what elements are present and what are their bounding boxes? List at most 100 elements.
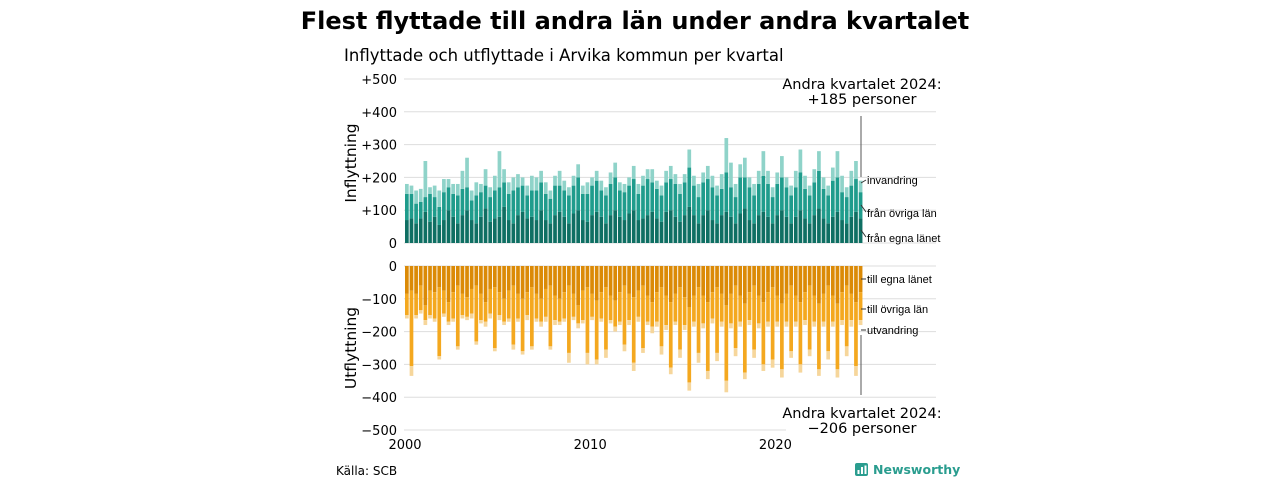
bar-outflow-utvandring [812, 321, 817, 327]
series-label-till-ovriga-lan: till övriga län [867, 304, 928, 316]
y-tick-label: +500 [361, 73, 397, 88]
bar-inflow-ovriga-lan [474, 195, 479, 224]
bar-inflow-egna-lanet [650, 211, 655, 243]
bar-inflow-invandring [715, 185, 719, 196]
bar-inflow-egna-lanet [692, 215, 696, 243]
bar-outflow-utvandring [701, 323, 706, 329]
bar-outflow-ovriga-lan [534, 293, 539, 319]
series-label-utvandring: utvandring [867, 325, 918, 337]
bar-inflow-ovriga-lan [497, 187, 502, 217]
bar-inflow-ovriga-lan [756, 183, 761, 216]
bar-outflow-egna-lanet [650, 266, 655, 303]
bar-inflow-egna-lanet [594, 211, 599, 243]
bar-outflow-utvandring [530, 346, 534, 350]
bar-inflow-egna-lanet [835, 211, 840, 243]
bar-inflow-ovriga-lan [752, 195, 756, 224]
bar-outflow-utvandring [650, 326, 655, 334]
bar-outflow-utvandring [627, 320, 631, 326]
bar-outflow-utvandring [428, 315, 432, 319]
bar-inflow-egna-lanet [502, 206, 506, 243]
bar-outflow-utvandring [789, 351, 793, 358]
bar-outflow-utvandring [418, 310, 423, 314]
newsworthy-logo[interactable]: Newsworthy [855, 462, 960, 477]
bar-inflow-egna-lanet [659, 221, 664, 243]
bar-inflow-egna-lanet [525, 218, 530, 243]
outflow-annotation-bg [786, 405, 938, 439]
bar-inflow-ovriga-lan [599, 190, 604, 217]
bar-outflow-egna-lanet [418, 266, 423, 286]
inflow-annotation-bg [786, 74, 938, 108]
bar-inflow-egna-lanet [492, 218, 497, 243]
bar-outflow-utvandring [682, 325, 687, 330]
bar-outflow-utvandring [557, 321, 562, 326]
bar-outflow-egna-lanet [543, 266, 548, 289]
bar-outflow-ovriga-lan [747, 292, 752, 321]
bar-inflow-egna-lanet [775, 215, 780, 243]
bar-inflow-ovriga-lan [664, 182, 668, 212]
bar-inflow-invandring [488, 187, 493, 198]
bar-outflow-ovriga-lan [817, 303, 821, 370]
y-tick-label: 0 [389, 237, 397, 252]
bar-outflow-ovriga-lan [798, 302, 803, 365]
bar-outflow-utvandring [780, 369, 784, 378]
bar-outflow-utvandring [775, 321, 780, 327]
bar-inflow-egna-lanet [715, 223, 719, 243]
bar-inflow-ovriga-lan [807, 195, 812, 224]
bar-outflow-utvandring [567, 352, 571, 363]
bar-inflow-egna-lanet [488, 221, 493, 243]
bar-inflow-ovriga-lan [849, 185, 854, 217]
bar-outflow-egna-lanet [793, 266, 798, 296]
bar-outflow-egna-lanet [442, 266, 446, 291]
bar-outflow-egna-lanet [488, 266, 493, 289]
bar-inflow-invandring [511, 177, 516, 191]
bar-inflow-invandring [766, 170, 770, 184]
bar-inflow-invandring [627, 177, 631, 186]
bar-outflow-utvandring [645, 321, 650, 326]
bar-inflow-ovriga-lan [506, 193, 511, 221]
bar-inflow-invandring [631, 165, 636, 180]
bar-inflow-ovriga-lan [553, 185, 557, 216]
bar-inflow-ovriga-lan [775, 183, 780, 216]
bar-inflow-egna-lanet [405, 220, 409, 243]
bar-inflow-egna-lanet [520, 211, 525, 243]
bar-inflow-ovriga-lan [418, 202, 423, 219]
bar-outflow-ovriga-lan [483, 302, 488, 322]
bar-outflow-ovriga-lan [594, 300, 599, 360]
bar-outflow-ovriga-lan [599, 292, 604, 319]
bar-inflow-egna-lanet [793, 216, 798, 243]
bar-inflow-ovriga-lan [613, 177, 618, 211]
bar-inflow-ovriga-lan [617, 190, 622, 217]
bar-outflow-egna-lanet [830, 266, 835, 296]
bar-outflow-ovriga-lan [465, 297, 469, 317]
bar-outflow-utvandring [525, 315, 530, 321]
bar-inflow-invandring [641, 175, 645, 186]
bar-outflow-egna-lanet [409, 266, 414, 291]
bar-inflow-ovriga-lan [622, 192, 627, 221]
bar-outflow-utvandring [793, 321, 798, 327]
bar-outflow-ovriga-lan [543, 288, 548, 317]
bar-outflow-utvandring [696, 352, 701, 363]
bar-inflow-invandring [668, 165, 673, 180]
bar-outflow-egna-lanet [687, 266, 692, 307]
bar-inflow-ovriga-lan [812, 182, 817, 216]
bar-outflow-ovriga-lan [789, 285, 793, 352]
bar-outflow-egna-lanet [617, 266, 622, 293]
bar-inflow-ovriga-lan [437, 206, 442, 225]
bar-inflow-invandring [858, 180, 863, 193]
bar-inflow-egna-lanet [516, 215, 520, 243]
outflow-y-axis-label: Utflyttning [342, 307, 360, 389]
bar-outflow-ovriga-lan [742, 303, 747, 373]
bar-inflow-ovriga-lan [692, 185, 696, 216]
bar-outflow-ovriga-lan [497, 292, 502, 316]
y-tick-label: 0 [389, 260, 397, 275]
bar-inflow-invandring [418, 188, 423, 202]
bar-outflow-egna-lanet [405, 266, 409, 294]
bar-inflow-egna-lanet [418, 218, 423, 243]
bar-inflow-ovriga-lan [627, 185, 631, 214]
bar-inflow-invandring [664, 170, 668, 183]
bar-outflow-egna-lanet [798, 266, 803, 303]
bar-inflow-ovriga-lan [562, 190, 567, 217]
bar-inflow-invandring [432, 185, 437, 198]
bar-outflow-egna-lanet [530, 266, 534, 288]
bar-outflow-ovriga-lan [840, 292, 844, 321]
